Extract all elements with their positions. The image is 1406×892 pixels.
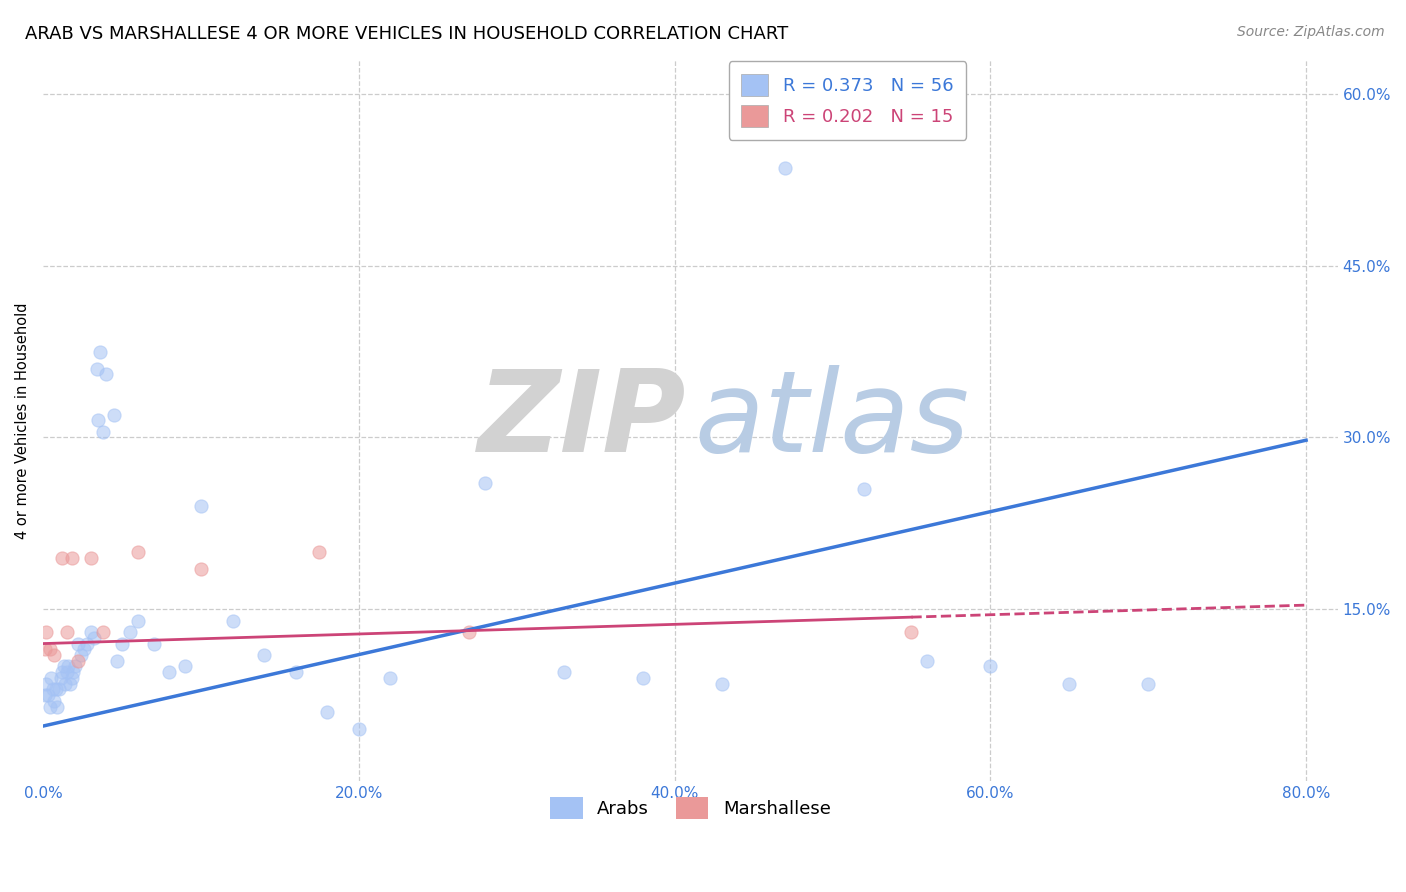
- Point: [39, 671, 62, 685]
- Legend: Arabs, Marshallese: Arabs, Marshallese: [543, 789, 838, 826]
- Point: [380, 671, 402, 685]
- Text: ARAB VS MARSHALLESE 4 OR MORE VEHICLES IN HOUSEHOLD CORRELATION CHART: ARAB VS MARSHALLESE 4 OR MORE VEHICLES I…: [25, 25, 789, 43]
- Point: [91, 625, 114, 640]
- Point: [62, 665, 84, 680]
- Point: [96, 368, 118, 382]
- Point: [63, 659, 86, 673]
- Point: [631, 671, 654, 685]
- Point: [60, 671, 83, 685]
- Point: [127, 614, 149, 628]
- Point: [52, 659, 75, 673]
- Point: [103, 408, 125, 422]
- Point: [66, 637, 89, 651]
- Point: [35, 625, 58, 640]
- Point: [474, 476, 496, 491]
- Point: [38, 699, 60, 714]
- Point: [70, 648, 93, 662]
- Point: [49, 671, 72, 685]
- Point: [83, 631, 105, 645]
- Point: [1137, 676, 1160, 690]
- Point: [38, 642, 60, 657]
- Y-axis label: 4 or more Vehicles in Household: 4 or more Vehicles in Household: [15, 302, 30, 539]
- Point: [59, 676, 82, 690]
- Point: [308, 545, 330, 559]
- Point: [111, 637, 134, 651]
- Text: Source: ZipAtlas.com: Source: ZipAtlas.com: [1237, 25, 1385, 39]
- Point: [48, 682, 70, 697]
- Point: [56, 625, 79, 640]
- Point: [51, 665, 73, 680]
- Point: [773, 161, 796, 176]
- Point: [58, 659, 80, 673]
- Point: [60, 550, 83, 565]
- Point: [253, 648, 276, 662]
- Point: [79, 550, 101, 565]
- Point: [190, 562, 212, 576]
- Point: [46, 699, 69, 714]
- Point: [87, 413, 110, 427]
- Point: [979, 659, 1001, 673]
- Point: [221, 614, 243, 628]
- Text: atlas: atlas: [695, 365, 969, 475]
- Point: [79, 625, 101, 640]
- Point: [91, 425, 114, 439]
- Point: [142, 637, 165, 651]
- Point: [316, 706, 339, 720]
- Point: [89, 344, 111, 359]
- Point: [66, 654, 89, 668]
- Point: [127, 545, 149, 559]
- Point: [35, 676, 58, 690]
- Point: [284, 665, 307, 680]
- Point: [41, 682, 63, 697]
- Point: [34, 688, 56, 702]
- Point: [458, 625, 481, 640]
- Point: [73, 642, 96, 657]
- Point: [915, 654, 938, 668]
- Point: [56, 665, 79, 680]
- Point: [105, 654, 128, 668]
- Text: ZIP: ZIP: [478, 365, 686, 475]
- Point: [76, 637, 98, 651]
- Point: [174, 659, 197, 673]
- Point: [51, 550, 73, 565]
- Point: [711, 676, 734, 690]
- Point: [44, 694, 66, 708]
- Point: [34, 642, 56, 657]
- Point: [347, 723, 370, 737]
- Point: [86, 361, 108, 376]
- Point: [1059, 676, 1081, 690]
- Point: [190, 499, 212, 513]
- Point: [159, 665, 181, 680]
- Point: [45, 682, 67, 697]
- Point: [553, 665, 575, 680]
- Point: [44, 648, 66, 662]
- Point: [900, 625, 922, 640]
- Point: [37, 688, 59, 702]
- Point: [853, 482, 876, 496]
- Point: [53, 676, 76, 690]
- Point: [118, 625, 141, 640]
